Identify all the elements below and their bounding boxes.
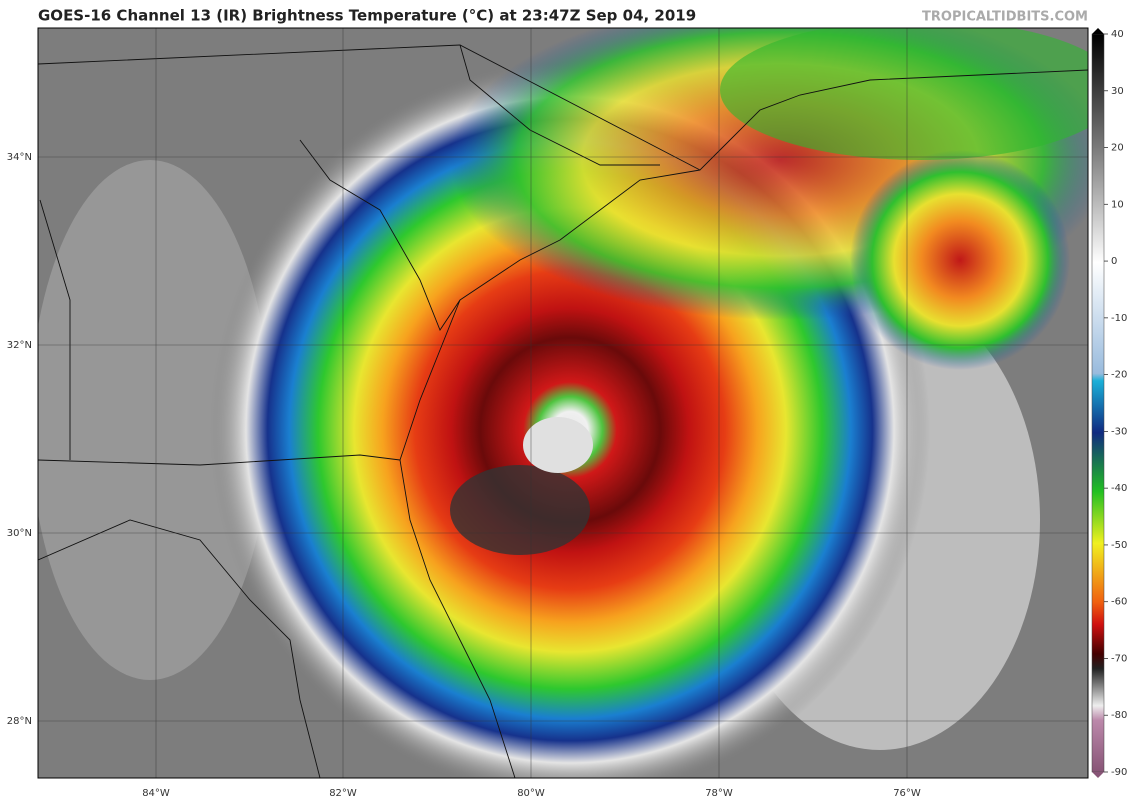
- title: GOES-16 Channel 13 (IR) Brightness Tempe…: [38, 7, 696, 25]
- longitude-label: 80°W: [517, 788, 545, 799]
- colorbar-tick-label: 10: [1111, 199, 1124, 210]
- satellite-image: [38, 28, 1088, 778]
- map-frame: [37, 27, 1089, 779]
- longitude-label: 84°W: [142, 788, 170, 799]
- watermark: TROPICALTIDBITS.COM: [922, 10, 1088, 25]
- colorbar-tick-label: -50: [1111, 540, 1127, 551]
- latitude-label: 34°N: [7, 152, 32, 163]
- colorbar-tick-label: -30: [1111, 426, 1127, 437]
- colorbar-tick-label: -80: [1111, 710, 1127, 721]
- longitude-label: 78°W: [705, 788, 733, 799]
- colorbar-tick-label: -70: [1111, 653, 1127, 664]
- latitude-label: 30°N: [7, 528, 32, 539]
- colorbar-tick-label: 20: [1111, 143, 1124, 154]
- colorbar-tick-label: -20: [1111, 370, 1127, 381]
- latitude-label: 28°N: [7, 716, 32, 727]
- colorbar-tick-label: 0: [1111, 256, 1117, 267]
- colorbar-tick-label: -60: [1111, 597, 1127, 608]
- colorbar-cap: [1092, 28, 1104, 34]
- colorbar-tick-label: -10: [1111, 313, 1127, 324]
- latitude-label: 32°N: [7, 340, 32, 351]
- colorbar-tick-label: 30: [1111, 86, 1124, 97]
- colorbar-cap: [1092, 772, 1104, 778]
- colorbar: [1091, 33, 1105, 773]
- colorbar-tick-label: -90: [1111, 767, 1127, 778]
- colorbar-tick-label: 40: [1111, 29, 1124, 40]
- longitude-label: 76°W: [893, 788, 921, 799]
- colorbar-tick-label: -40: [1111, 483, 1127, 494]
- longitude-label: 82°W: [329, 788, 357, 799]
